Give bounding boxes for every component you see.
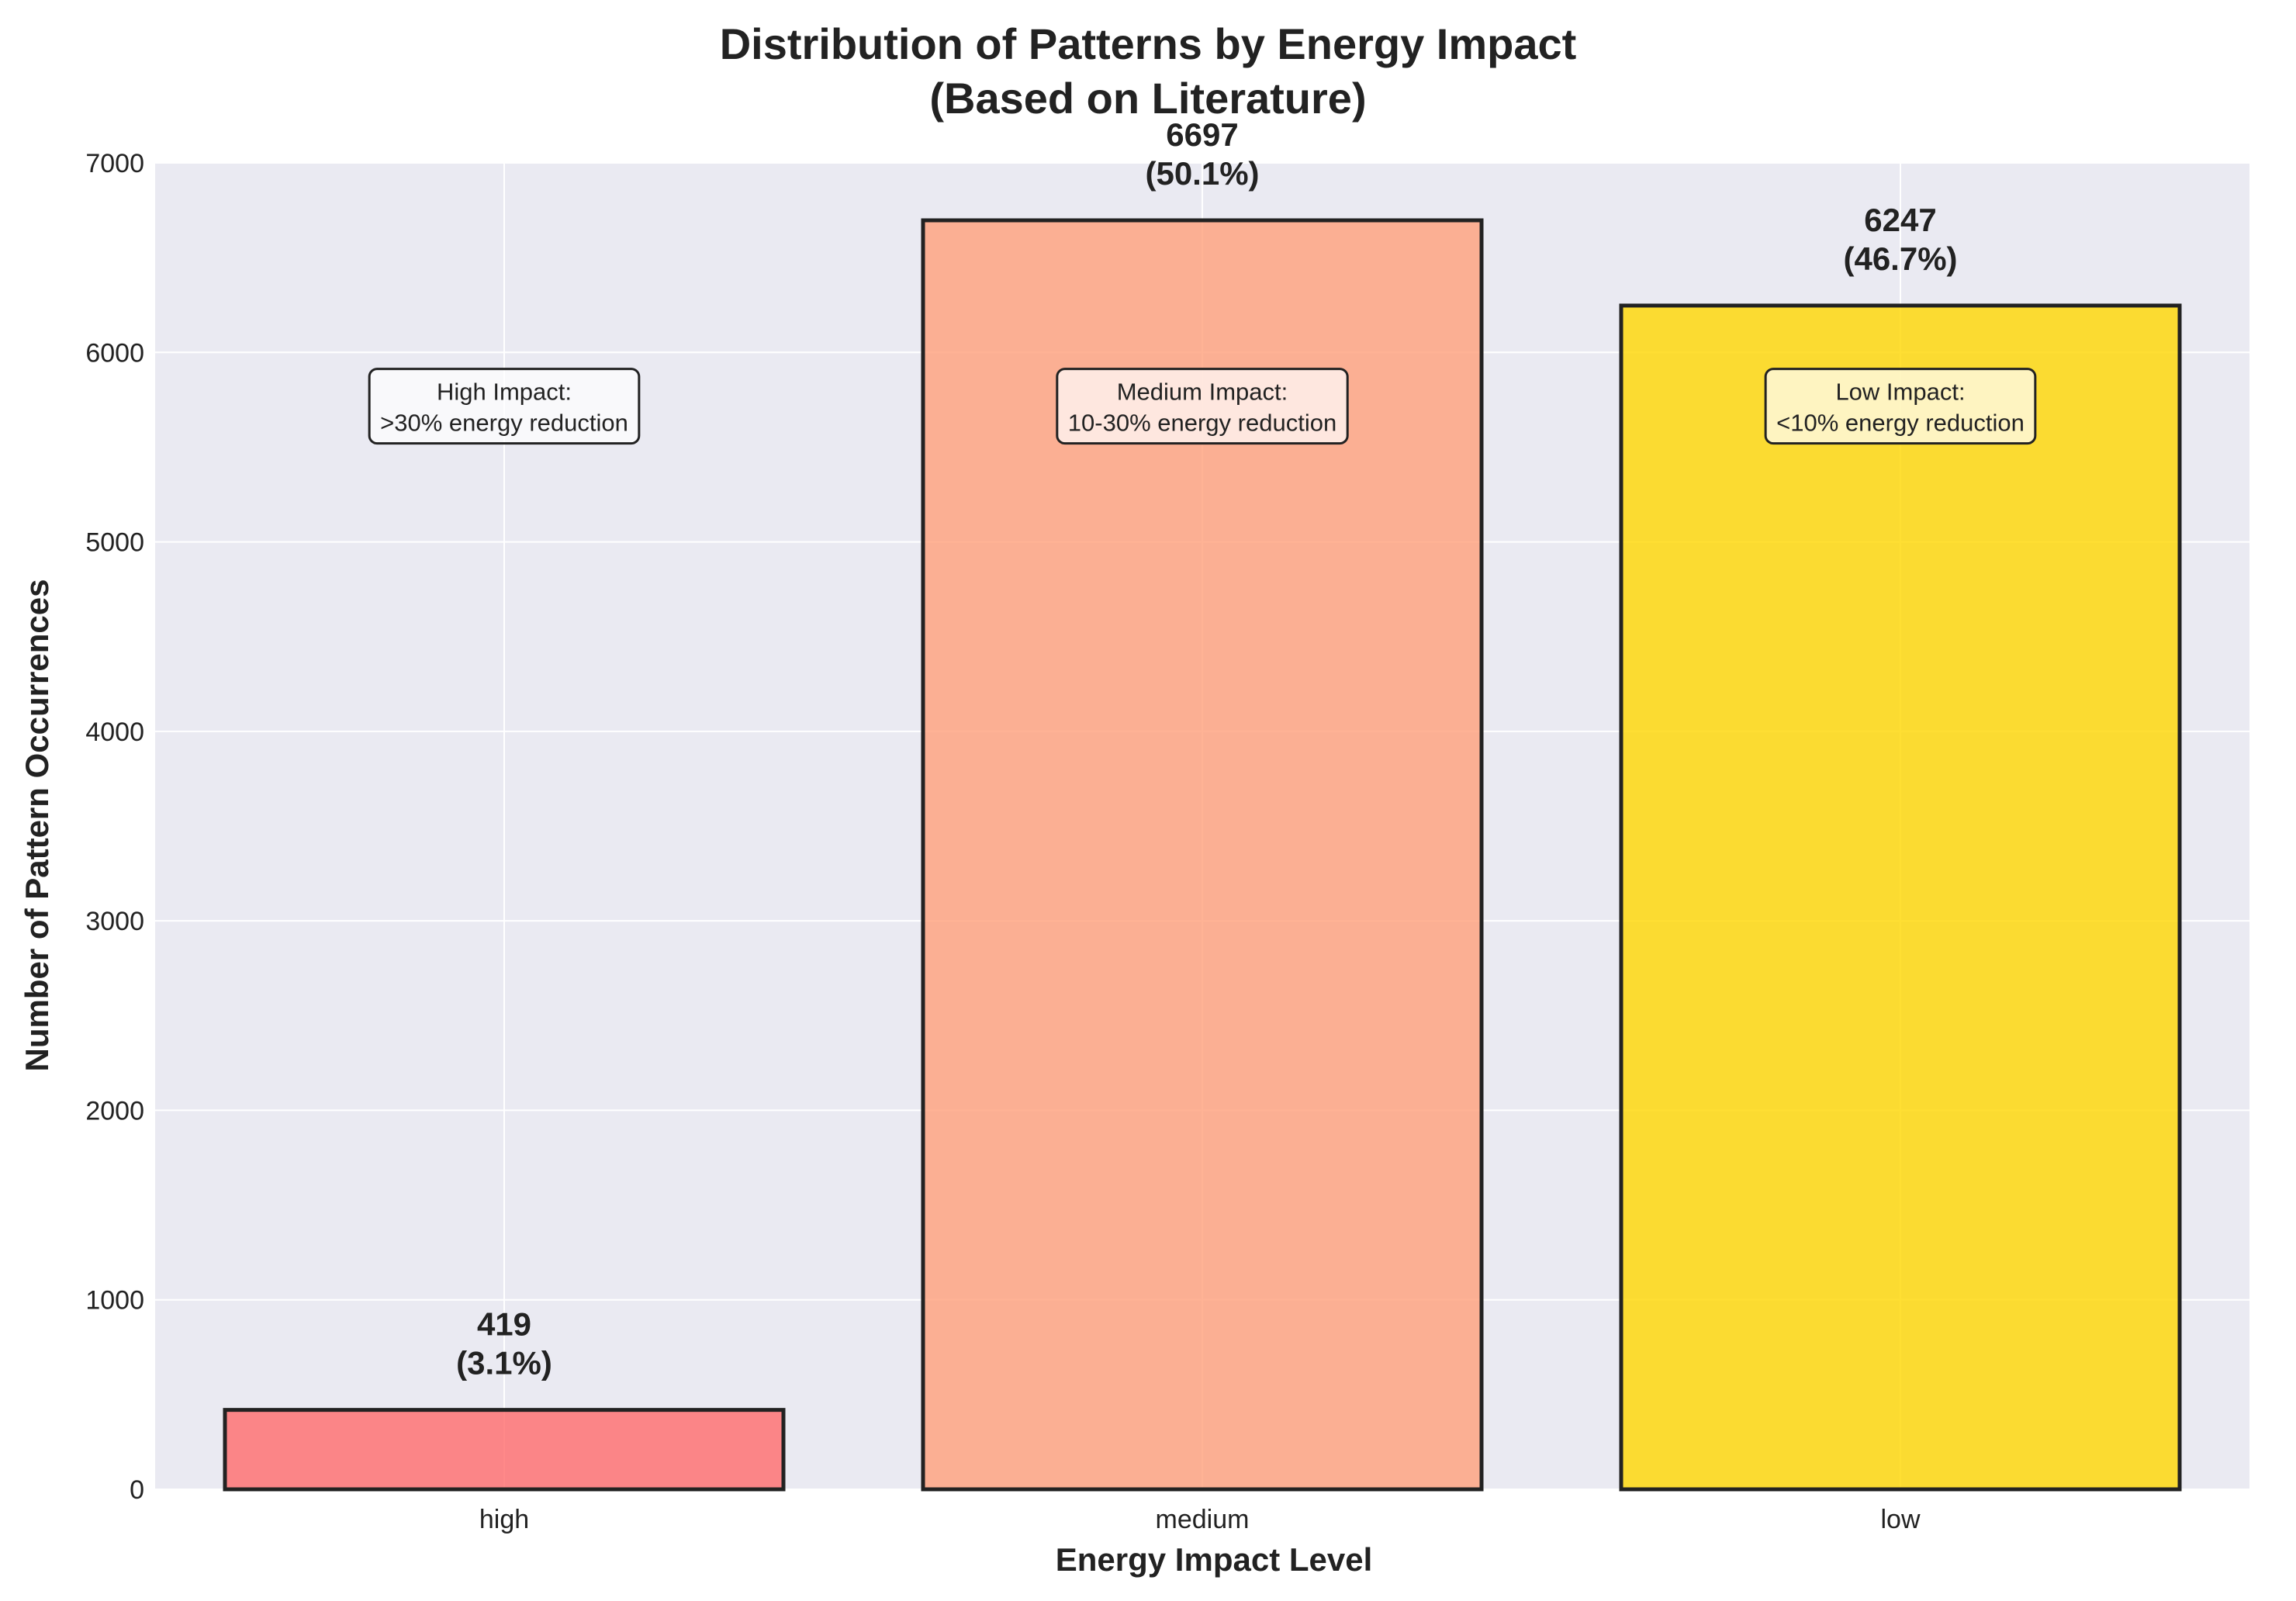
annotation-title-medium: Medium Impact: (1117, 379, 1288, 406)
y-tick-label: 1000 (85, 1286, 144, 1316)
x-tick-label-medium: medium (1156, 1505, 1250, 1534)
x-tick-label-high: high (479, 1505, 529, 1534)
annotation-title-high: High Impact: (437, 379, 572, 406)
annotation-box-low (1764, 368, 2037, 445)
annotation-text-medium: 10-30% energy reduction (1068, 410, 1336, 437)
y-tick-label: 2000 (85, 1096, 144, 1126)
y-tick-label: 5000 (85, 528, 144, 558)
ticks: 0 1000 2000 3000 4000 5000 6000 7000 high medium l… (85, 149, 1921, 1534)
annotation-title-low: Low Impact: (1835, 379, 1965, 406)
annotation-box-high (368, 368, 641, 445)
annotations: High Impact: >30% energy reduction Medium … (368, 368, 2037, 445)
y-axis-label: Number of Pattern Occurrences (19, 579, 55, 1072)
percent-label-high: (3.1%) (456, 1345, 552, 1381)
y-tick-label: 6000 (85, 338, 144, 368)
y-tick-label: 7000 (85, 149, 144, 178)
bar-low (1619, 303, 2182, 1492)
x-tick-label-low: low (1880, 1505, 1920, 1534)
value-label-medium: 6697 (1166, 116, 1238, 153)
y-tick-label: 4000 (85, 718, 144, 747)
chart-title: Distribution of Patterns by Energy Impac… (720, 19, 1577, 68)
chart-subtitle: (Based on Literature) (929, 74, 1366, 123)
annotation-low: Low Impact: <10% energy reduction (1764, 368, 2037, 445)
value-label-high: 419 (477, 1306, 531, 1343)
y-tick-label: 0 (130, 1475, 144, 1505)
annotation-text-low: <10% energy reduction (1776, 410, 2025, 437)
annotation-medium: Medium Impact: 10-30% energy reduction (1056, 368, 1349, 445)
percent-label-low: (46.7%) (1843, 240, 1957, 277)
data-labels: 419(3.1%) 6697(50.1%) 6247(46.7%) (456, 116, 1957, 1381)
x-axis-label: Energy Impact Level (1056, 1541, 1373, 1578)
annotation-box-medium (1056, 368, 1349, 445)
bars (223, 218, 2182, 1492)
annotation-high: High Impact: >30% energy reduction (368, 368, 641, 445)
bar-high (223, 1408, 786, 1492)
y-tick-label: 3000 (85, 907, 144, 936)
value-label-low: 6247 (1864, 202, 1936, 238)
annotation-text-high: >30% energy reduction (380, 410, 628, 437)
percent-label-medium: (50.1%) (1145, 155, 1259, 192)
